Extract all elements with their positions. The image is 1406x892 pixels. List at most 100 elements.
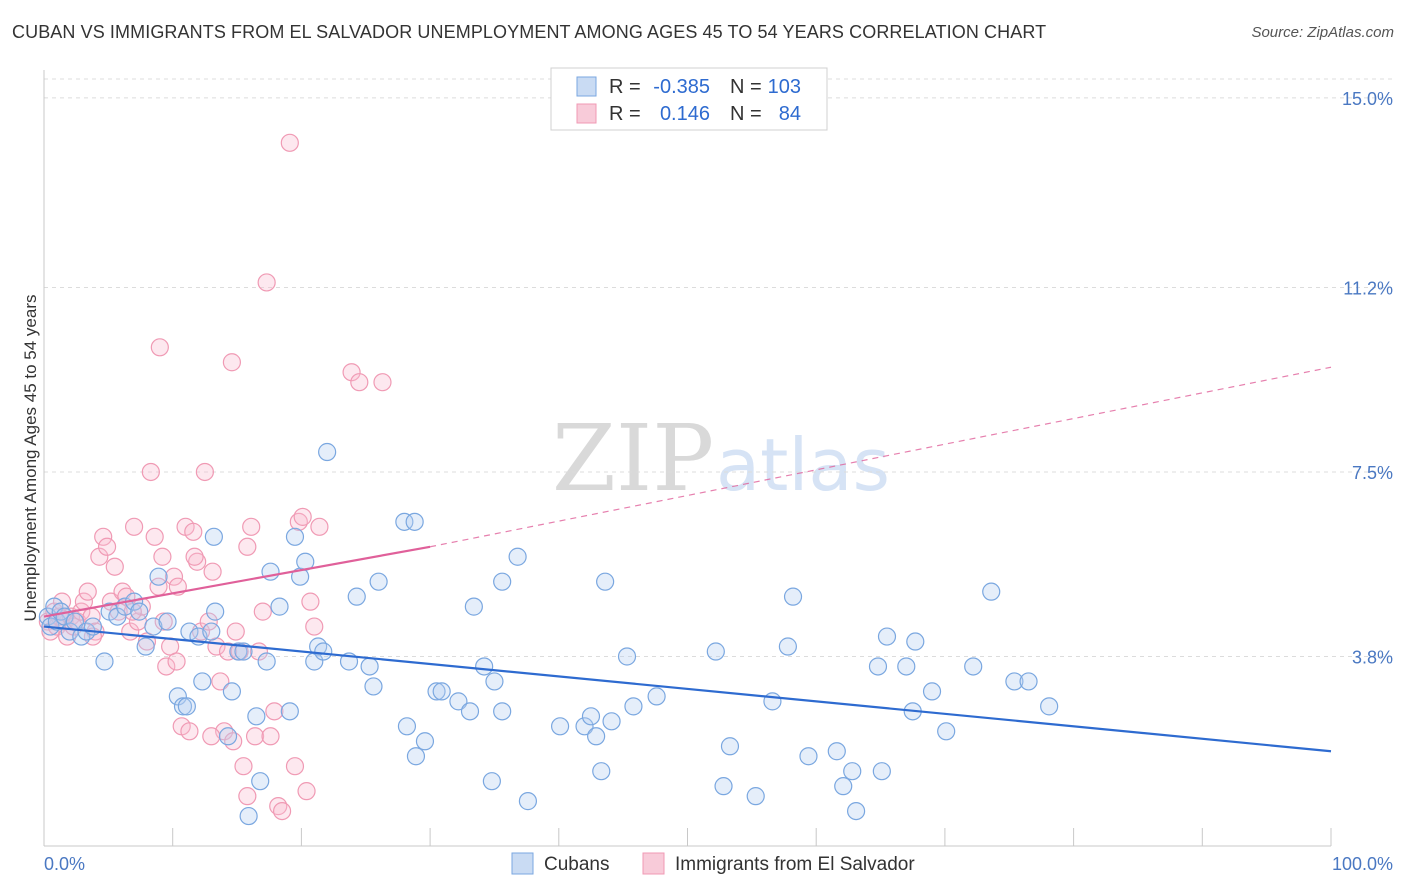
el-salvador-point bbox=[350, 373, 369, 392]
cuban-point bbox=[239, 806, 258, 826]
cuban-point bbox=[897, 657, 916, 676]
cuban-point bbox=[406, 747, 426, 766]
cuban-point bbox=[482, 772, 501, 791]
el-salvador-point bbox=[257, 273, 276, 292]
el-salvador-point bbox=[238, 787, 257, 806]
el-salvador-point bbox=[202, 727, 221, 746]
el-salvador-point bbox=[124, 517, 144, 536]
cuban-point bbox=[364, 677, 383, 696]
source-credit: Source: ZipAtlas.com bbox=[1251, 24, 1394, 41]
el-salvador-point bbox=[297, 782, 316, 801]
el-salvador-point bbox=[222, 353, 242, 372]
cuban-point bbox=[432, 682, 451, 701]
cuban-point bbox=[617, 647, 637, 666]
series-legend: Cubans Immigrants from El Salvador bbox=[511, 852, 915, 875]
cuban-point bbox=[144, 617, 163, 636]
legend-n-label-cubans: N = bbox=[730, 76, 762, 98]
cuban-point bbox=[596, 572, 615, 591]
cuban-point bbox=[247, 707, 266, 726]
el-salvador-point bbox=[211, 672, 230, 691]
cuban-point bbox=[360, 657, 379, 676]
el-salvador-trend-line bbox=[43, 545, 431, 618]
el-salvador-point bbox=[141, 462, 160, 482]
y-axis-label: Unemployment Among Ages 45 to 54 years bbox=[21, 295, 40, 622]
cuban-point bbox=[222, 682, 242, 701]
cuban-point bbox=[72, 627, 91, 646]
watermark-zip: ZIP bbox=[552, 405, 714, 512]
cuban-point bbox=[149, 567, 168, 586]
el-salvador-point bbox=[310, 517, 329, 536]
cuban-point bbox=[285, 527, 305, 546]
cuban-point bbox=[518, 792, 538, 811]
el-salvador-point bbox=[150, 338, 169, 357]
el-salvador-point bbox=[280, 133, 299, 152]
cuban-point bbox=[906, 632, 925, 651]
cuban-point bbox=[95, 652, 114, 671]
cuban-point bbox=[877, 627, 897, 646]
watermark-atlas: atlas bbox=[716, 423, 890, 507]
y-tick-labels: 3.8% 7.5% 11.2% 15.0% bbox=[1342, 89, 1393, 668]
legend-swatch-cubans bbox=[576, 76, 597, 97]
chart-title: CUBAN VS IMMIGRANTS FROM EL SALVADOR UNE… bbox=[12, 22, 1047, 42]
y-tick-label: 11.2% bbox=[1343, 278, 1393, 298]
cuban-point bbox=[647, 687, 666, 706]
el-salvador-point bbox=[301, 592, 320, 611]
el-salvador-point bbox=[245, 727, 265, 746]
el-salvador-point bbox=[164, 567, 184, 586]
cuban-point bbox=[843, 762, 862, 781]
el-salvador-point bbox=[234, 757, 253, 776]
el-salvador-point bbox=[238, 537, 257, 556]
grid-lines bbox=[44, 78, 1393, 657]
legend-r-value-el-salvador: 0.146 bbox=[660, 103, 710, 125]
series-el-salvador bbox=[38, 133, 392, 821]
legend-n-label-el-salvador: N = bbox=[730, 103, 762, 125]
series-cubans bbox=[38, 442, 1059, 826]
cuban-point bbox=[763, 692, 782, 711]
cuban-point bbox=[1040, 697, 1059, 716]
legend-n-value-el-salvador: 84 bbox=[779, 103, 801, 125]
cuban-point bbox=[229, 642, 248, 661]
cuban-point bbox=[158, 612, 177, 631]
el-salvador-point bbox=[272, 801, 292, 821]
bottom-legend-swatch-el-salvador bbox=[642, 852, 665, 875]
legend-r-label-cubans: R = bbox=[609, 76, 641, 98]
cuban-point bbox=[783, 587, 803, 606]
x-tick-label-end: 100.0% bbox=[1332, 854, 1393, 874]
cuban-point bbox=[395, 512, 414, 531]
bottom-legend-label-cubans: Cubans bbox=[544, 854, 610, 875]
cuban-point bbox=[964, 657, 983, 676]
y-tick-label: 15.0% bbox=[1342, 89, 1393, 109]
correlation-legend: R = -0.385 N = 103 R = 0.146 N = 84 bbox=[550, 67, 828, 131]
cuban-point bbox=[204, 527, 223, 546]
el-salvador-point bbox=[145, 527, 164, 546]
cuban-point bbox=[493, 572, 512, 591]
el-salvador-point bbox=[157, 657, 176, 676]
el-salvador-point bbox=[167, 652, 186, 671]
cuban-point bbox=[464, 597, 483, 616]
cuban-point bbox=[868, 657, 888, 676]
el-salvador-point bbox=[184, 522, 203, 541]
cuban-point bbox=[136, 637, 155, 656]
cuban-point bbox=[280, 702, 299, 721]
cuban-point bbox=[405, 512, 424, 531]
cuban-point bbox=[475, 657, 494, 676]
cuban-point bbox=[508, 547, 527, 566]
el-salvador-point bbox=[373, 373, 392, 392]
cuban-point bbox=[1019, 672, 1038, 691]
cuban-point bbox=[460, 702, 480, 721]
cuban-point bbox=[218, 727, 238, 746]
cuban-point bbox=[130, 602, 149, 621]
el-salvador-point bbox=[242, 517, 261, 536]
bottom-legend-swatch-cubans bbox=[511, 852, 534, 875]
el-salvador-point bbox=[265, 702, 284, 721]
cuban-point bbox=[257, 652, 276, 671]
bottom-legend-label-el-salvador: Immigrants from El Salvador bbox=[675, 854, 915, 875]
cuban-point bbox=[982, 582, 1001, 601]
el-salvador-point bbox=[78, 582, 97, 601]
y-tick-label: 3.8% bbox=[1352, 647, 1393, 667]
cuban-point bbox=[369, 572, 388, 591]
el-salvador-point bbox=[293, 507, 312, 526]
el-salvador-point bbox=[342, 363, 361, 382]
cubans-trend-line bbox=[43, 625, 1332, 753]
cuban-point bbox=[1005, 672, 1024, 691]
